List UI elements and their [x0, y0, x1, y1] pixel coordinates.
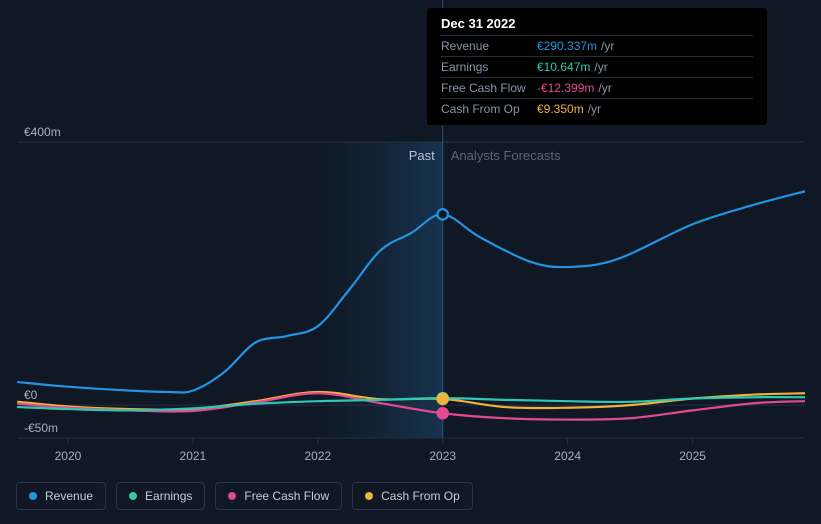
svg-text:€0: €0: [24, 388, 38, 402]
marker-revenue: [438, 209, 448, 219]
legend-item[interactable]: Cash From Op: [352, 482, 473, 510]
tooltip-row: Revenue€290.337m/yr: [441, 35, 753, 56]
legend-label: Earnings: [145, 489, 192, 503]
svg-text:2022: 2022: [304, 449, 331, 463]
marker-fcf: [438, 408, 448, 418]
marker-cfo: [438, 394, 448, 404]
tooltip-value: €10.647m: [537, 60, 590, 74]
svg-text:2021: 2021: [180, 449, 207, 463]
legend-item[interactable]: Revenue: [16, 482, 106, 510]
legend-dot-icon: [129, 492, 137, 500]
legend-label: Revenue: [45, 489, 93, 503]
legend-dot-icon: [365, 492, 373, 500]
legend-item[interactable]: Earnings: [116, 482, 205, 510]
tooltip-unit: /yr: [594, 60, 607, 74]
svg-text:2023: 2023: [429, 449, 456, 463]
legend-dot-icon: [228, 492, 236, 500]
tooltip-date: Dec 31 2022: [441, 16, 753, 35]
tooltip-row: Free Cash Flow-€12.399m/yr: [441, 77, 753, 98]
tooltip-row: Earnings€10.647m/yr: [441, 56, 753, 77]
legend-label: Cash From Op: [381, 489, 460, 503]
tooltip-label: Revenue: [441, 39, 537, 53]
svg-text:Analysts Forecasts: Analysts Forecasts: [451, 148, 561, 163]
svg-text:2024: 2024: [554, 449, 581, 463]
chart-tooltip: Dec 31 2022 Revenue€290.337m/yrEarnings€…: [427, 8, 767, 125]
tooltip-unit: /yr: [598, 81, 611, 95]
tooltip-label: Earnings: [441, 60, 537, 74]
tooltip-label: Free Cash Flow: [441, 81, 537, 95]
svg-text:2025: 2025: [679, 449, 706, 463]
tooltip-value: €9.350m: [537, 102, 584, 116]
tooltip-value: €290.337m: [537, 39, 597, 53]
tooltip-label: Cash From Op: [441, 102, 537, 116]
tooltip-row: Cash From Op€9.350m/yr: [441, 98, 753, 119]
legend-item[interactable]: Free Cash Flow: [215, 482, 342, 510]
legend-label: Free Cash Flow: [244, 489, 329, 503]
tooltip-unit: /yr: [601, 39, 614, 53]
legend-dot-icon: [29, 492, 37, 500]
svg-text:€400m: €400m: [24, 125, 61, 139]
svg-text:Past: Past: [409, 148, 435, 163]
tooltip-value: -€12.399m: [537, 81, 594, 95]
svg-text:2020: 2020: [55, 449, 82, 463]
chart-legend: Revenue Earnings Free Cash Flow Cash From O…: [16, 482, 473, 510]
tooltip-unit: /yr: [588, 102, 601, 116]
svg-text:-€50m: -€50m: [24, 421, 58, 435]
